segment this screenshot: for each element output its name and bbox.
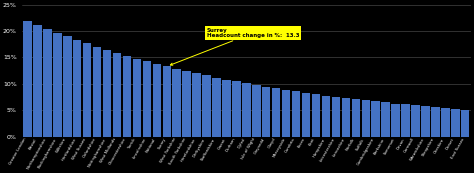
Bar <box>153 64 161 136</box>
Bar <box>163 66 171 136</box>
Bar <box>63 36 72 136</box>
Bar <box>133 59 141 136</box>
Bar <box>382 102 390 136</box>
Bar <box>282 90 291 136</box>
Bar <box>262 87 271 136</box>
Bar <box>242 83 251 136</box>
Bar <box>173 69 181 136</box>
Bar <box>23 21 32 136</box>
Bar <box>93 47 101 136</box>
Bar <box>83 43 91 136</box>
Bar <box>212 78 221 136</box>
Bar <box>441 108 449 136</box>
Bar <box>292 91 301 136</box>
Bar <box>451 109 459 136</box>
Bar <box>411 105 420 136</box>
Bar <box>302 93 310 136</box>
Bar <box>372 101 380 136</box>
Bar <box>342 98 350 136</box>
Text: Surrey
Headcount change in %:  13.3: Surrey Headcount change in %: 13.3 <box>170 28 299 65</box>
Bar <box>103 50 111 136</box>
Bar <box>73 40 82 136</box>
Bar <box>392 103 400 136</box>
Bar <box>192 73 201 136</box>
Bar <box>322 95 330 136</box>
Bar <box>401 104 410 136</box>
Bar <box>182 71 191 136</box>
Bar <box>252 85 261 136</box>
Bar <box>33 25 42 136</box>
Bar <box>312 94 320 136</box>
Bar <box>431 107 439 136</box>
Bar <box>352 99 360 136</box>
Bar <box>461 110 469 136</box>
Bar <box>123 56 131 136</box>
Bar <box>222 80 231 136</box>
Bar <box>202 75 211 136</box>
Bar <box>53 33 62 136</box>
Bar <box>332 97 340 136</box>
Bar <box>143 61 151 136</box>
Bar <box>362 100 370 136</box>
Bar <box>113 53 121 136</box>
Bar <box>232 81 241 136</box>
Bar <box>43 29 52 136</box>
Bar <box>421 106 430 136</box>
Bar <box>272 88 281 136</box>
